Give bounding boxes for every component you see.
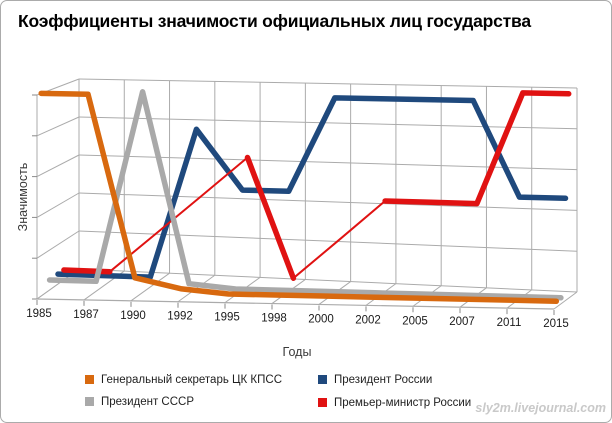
x-tick-label: 1987 (73, 309, 99, 321)
legend-label-president-russia: Президент России (334, 374, 433, 386)
series-3 (61, 90, 572, 281)
axis-ticks (32, 94, 555, 315)
legend-item-president-russia: Президент России (318, 374, 432, 386)
x-tick-label: 1995 (214, 312, 240, 324)
series-0 (38, 90, 560, 304)
legend-label-president-ussr: Президент СССР (101, 396, 195, 408)
chart-title: Коэффициенты значимости официальных лиц … (18, 11, 531, 31)
legend-marker-president-russia (318, 375, 327, 384)
x-tick-label: 1990 (120, 310, 146, 322)
watermark: sly2m.livejournal.com (475, 401, 606, 415)
legend-marker-president-ussr (85, 397, 94, 406)
x-tick-label: 1992 (167, 311, 193, 323)
x-tick-label: 2002 (355, 314, 381, 326)
legend-marker-gensec (85, 375, 94, 384)
legend-label-prime-minister: Премьер-министр России (334, 397, 472, 409)
back-wall-grid (78, 78, 578, 293)
x-tick-label: 1998 (261, 313, 287, 325)
x-tick-label: 2011 (497, 317, 522, 329)
left-wall-grid (36, 78, 80, 300)
x-tick-label: 1985 (26, 308, 52, 320)
x-tick-label: 2000 (308, 313, 334, 325)
x-axis-title: Годы (282, 345, 312, 359)
legend-item-president-ussr: Президент СССР (85, 396, 194, 408)
x-tick-label: 2007 (449, 316, 475, 328)
series-1 (46, 89, 564, 301)
x-tick-label: 2015 (543, 318, 569, 330)
y-axis-title: Значимость (16, 162, 30, 232)
legend-label-gensec: Генеральный секретарь ЦК КПСС (101, 374, 283, 386)
x-tick-label: 2005 (402, 315, 428, 327)
legend-marker-prime-minister (318, 398, 327, 407)
x-tick-labels: 1985 1987 1990 1992 1995 1998 2000 2002 2005 2007… (26, 308, 569, 330)
legend-item-prime-minister: Премьер-министр России (318, 397, 471, 409)
legend-item-gensec: Генеральный секретарь ЦК КПСС (85, 374, 282, 386)
